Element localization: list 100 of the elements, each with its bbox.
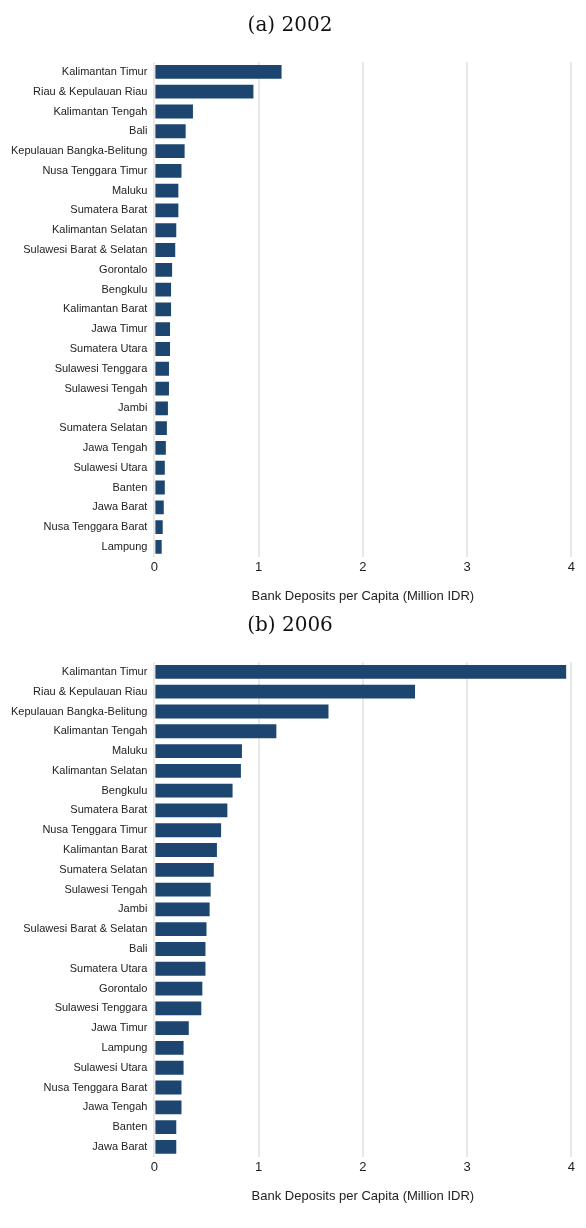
y-tick-label: Kepulauan Bangka-Belitung — [10, 704, 148, 717]
x-axis-title: Bank Deposits per Capita (Million IDR) — [251, 587, 475, 603]
y-tick-label: Sulawesi Tengah — [64, 882, 148, 895]
bar — [155, 124, 186, 139]
bar — [155, 1080, 182, 1095]
bar — [155, 862, 214, 877]
y-tick-label: Bengkulu — [101, 282, 148, 295]
bar — [155, 902, 210, 917]
bar — [155, 441, 166, 455]
bar — [155, 421, 167, 436]
x-tick-label: 2 — [359, 1159, 367, 1175]
bar — [155, 981, 203, 996]
y-tick-label: Sulawesi Tenggara — [54, 1001, 149, 1014]
y-tick-label: Riau & Kepulauan Riau — [33, 684, 148, 697]
y-tick-label: Banten — [112, 480, 148, 493]
x-tick-label: 2 — [359, 559, 367, 575]
bar — [155, 882, 211, 897]
bar — [155, 64, 282, 79]
y-tick-label: Lampung — [101, 1040, 148, 1053]
bar — [155, 744, 242, 758]
bar — [155, 500, 164, 515]
bar — [155, 282, 172, 297]
bar — [155, 520, 163, 535]
x-tick-label: 0 — [150, 1159, 158, 1175]
bar — [155, 381, 169, 396]
y-tick-label: Sulawesi Utara — [73, 1060, 149, 1073]
y-tick-label: Sumatera Selatan — [59, 862, 148, 875]
bar — [155, 1060, 184, 1075]
bar — [155, 1139, 177, 1154]
bar — [155, 84, 254, 99]
bar — [155, 783, 233, 798]
y-tick-label: Jawa Barat — [92, 500, 148, 513]
x-tick-label: 0 — [150, 559, 158, 575]
y-tick-label: Kalimantan Timur — [61, 64, 148, 77]
bar — [155, 322, 171, 337]
y-tick-label: Sumatera Barat — [70, 803, 148, 816]
bar — [155, 704, 329, 719]
bar — [155, 480, 165, 495]
bar — [155, 262, 173, 277]
y-tick-label: Sulawesi Tenggara — [54, 361, 149, 374]
bar — [155, 823, 222, 838]
y-tick-label: Jambi — [118, 401, 148, 414]
bar — [155, 684, 416, 699]
bar — [155, 724, 277, 739]
bar — [155, 1001, 202, 1016]
x-tick-label: 4 — [567, 1159, 575, 1175]
bar — [155, 1041, 184, 1055]
y-tick-label: Kalimantan Selatan — [51, 223, 148, 236]
x-axis-title: Bank Deposits per Capita (Million IDR) — [251, 1187, 475, 1203]
y-tick-label: Sumatera Barat — [70, 203, 148, 216]
y-tick-label: Kalimantan Timur — [61, 664, 148, 677]
y-tick-label: Riau & Kepulauan Riau — [33, 84, 148, 97]
y-tick-label: Kalimantan Selatan — [51, 763, 148, 776]
y-tick-label: Jawa Tengah — [82, 440, 148, 453]
y-tick-label: Maluku — [111, 744, 148, 757]
y-tick-label: Sumatera Utara — [69, 342, 149, 355]
y-tick-label: Sulawesi Utara — [73, 460, 149, 473]
bar — [155, 203, 179, 218]
bar — [155, 183, 179, 198]
y-tick-label: Jawa Timur — [91, 322, 148, 335]
bar — [155, 144, 185, 158]
y-tick-label: Kepulauan Bangka-Belitung — [10, 144, 148, 157]
bar — [155, 763, 241, 778]
bar — [155, 1100, 182, 1115]
x-tick-label: 3 — [463, 559, 471, 575]
bar — [155, 803, 228, 818]
bar — [155, 243, 176, 257]
y-tick-label: Jawa Timur — [91, 1021, 148, 1034]
bar — [155, 961, 206, 976]
bar — [155, 401, 168, 416]
y-tick-label: Kalimantan Barat — [62, 302, 148, 315]
bar — [155, 664, 567, 679]
bar — [155, 104, 193, 119]
bar — [155, 302, 172, 317]
chart-title: (b) 2006 — [247, 612, 333, 637]
y-tick-label: Maluku — [111, 183, 148, 196]
bar — [155, 922, 207, 937]
y-tick-label: Nusa Tenggara Timur — [42, 163, 148, 176]
bar — [155, 361, 169, 376]
bar — [155, 1021, 189, 1036]
x-tick-label: 1 — [255, 559, 263, 575]
y-tick-label: Nusa Tenggara Barat — [43, 520, 148, 533]
bar — [155, 1120, 177, 1135]
y-tick-label: Lampung — [101, 539, 148, 552]
y-tick-label: Bali — [129, 124, 148, 137]
bar — [155, 342, 171, 356]
y-tick-label: Jawa Tengah — [82, 1100, 148, 1113]
y-tick-label: Gorontalo — [99, 262, 148, 275]
y-tick-label: Jawa Barat — [92, 1139, 148, 1152]
bar — [155, 163, 182, 178]
bar — [155, 223, 177, 238]
y-tick-label: Kalimantan Tengah — [53, 104, 148, 117]
y-tick-label: Banten — [112, 1120, 148, 1133]
y-tick-label: Sulawesi Barat & Selatan — [23, 922, 148, 935]
bar — [155, 942, 206, 956]
y-tick-label: Sumatera Selatan — [59, 421, 148, 434]
bar — [155, 843, 217, 857]
y-tick-label: Gorontalo — [99, 981, 148, 994]
bar — [155, 460, 165, 475]
chart-title: (a) 2002 — [247, 12, 333, 37]
